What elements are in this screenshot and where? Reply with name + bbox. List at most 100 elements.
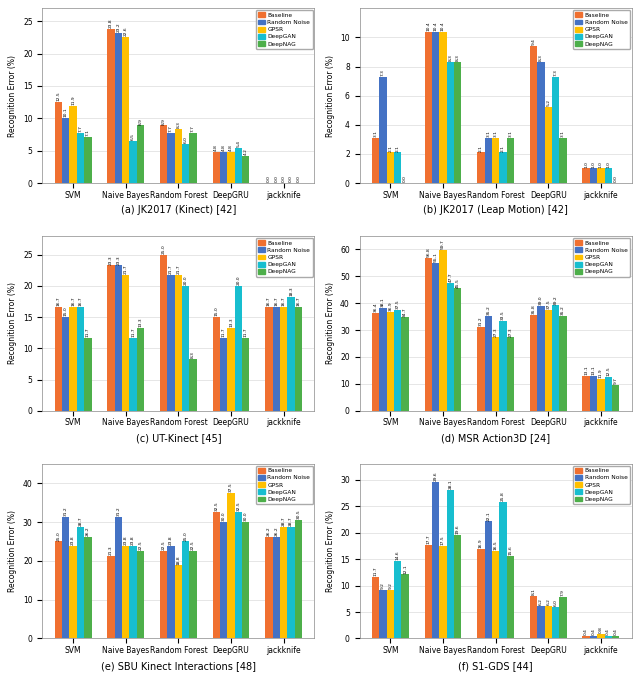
Text: 3.1: 3.1 (508, 130, 513, 137)
Text: 30.0: 30.0 (221, 511, 226, 521)
Bar (380, 590, 387, 638)
Text: 28.7: 28.7 (79, 517, 83, 526)
Bar (84, 537, 92, 638)
Bar (537, 606, 545, 638)
Bar (280, 527, 287, 638)
Text: 23.8: 23.8 (109, 18, 113, 28)
Bar (189, 551, 197, 638)
Text: 10.4: 10.4 (434, 21, 438, 31)
Bar (122, 37, 129, 183)
Text: 9.7: 9.7 (614, 377, 618, 384)
Bar (227, 493, 235, 638)
Y-axis label: Recognition Error (%): Recognition Error (%) (8, 55, 17, 136)
Bar (122, 546, 129, 638)
Bar (499, 502, 507, 638)
Bar (372, 138, 380, 183)
Text: 8.3: 8.3 (449, 54, 452, 61)
Text: 47.7: 47.7 (449, 272, 452, 282)
Bar (70, 306, 77, 411)
Bar (492, 337, 499, 411)
Text: 8.3: 8.3 (456, 54, 460, 61)
Text: 59.7: 59.7 (441, 240, 445, 249)
Bar (394, 561, 401, 638)
Text: 0.4: 0.4 (591, 629, 595, 636)
Bar (552, 607, 559, 638)
Text: 15.0: 15.0 (214, 306, 218, 316)
Bar (454, 62, 461, 183)
Text: 10.1: 10.1 (64, 107, 68, 117)
Bar (380, 308, 387, 411)
Bar (605, 168, 612, 183)
Text: 37.5: 37.5 (229, 482, 233, 492)
Bar (212, 512, 220, 638)
Bar (447, 282, 454, 411)
Bar (265, 306, 273, 411)
X-axis label: (e) SBU Kinect Interactions [48]: (e) SBU Kinect Interactions [48] (101, 661, 256, 671)
Bar (265, 537, 273, 638)
Bar (507, 556, 514, 638)
Text: 9.2: 9.2 (388, 582, 392, 589)
Text: 16.7: 16.7 (267, 296, 271, 306)
Text: 27.3: 27.3 (508, 327, 513, 337)
Bar (605, 377, 612, 411)
Text: 20.0: 20.0 (236, 276, 241, 285)
Text: 28.7: 28.7 (289, 517, 293, 526)
Text: 0.8: 0.8 (599, 627, 603, 634)
Text: 32.5: 32.5 (236, 502, 241, 511)
Bar (242, 156, 250, 183)
Y-axis label: Recognition Error (%): Recognition Error (%) (326, 55, 335, 136)
Text: 22.1: 22.1 (486, 511, 490, 521)
Bar (432, 482, 439, 638)
Bar (129, 141, 137, 183)
Text: 31.2: 31.2 (479, 316, 483, 326)
Bar (597, 168, 605, 183)
Text: 0.4: 0.4 (584, 629, 588, 636)
Bar (235, 286, 242, 411)
Text: 22.5: 22.5 (191, 540, 195, 550)
Text: 7.7: 7.7 (169, 126, 173, 132)
Text: 12.5: 12.5 (56, 92, 60, 101)
Bar (115, 517, 122, 638)
Bar (537, 306, 545, 411)
Text: 27.3: 27.3 (493, 327, 498, 337)
Text: 6.0: 6.0 (554, 599, 557, 606)
Text: 16.7: 16.7 (71, 296, 75, 306)
Text: 13.3: 13.3 (138, 317, 143, 327)
Text: 21.7: 21.7 (177, 265, 180, 274)
Bar (108, 556, 115, 638)
Bar (530, 46, 537, 183)
Text: 7.3: 7.3 (554, 69, 557, 76)
Text: 18.8: 18.8 (177, 555, 180, 565)
Bar (387, 312, 394, 411)
Text: 0.0: 0.0 (282, 175, 285, 182)
Bar (424, 545, 432, 638)
Bar (294, 520, 302, 638)
Text: 30.0: 30.0 (244, 511, 248, 521)
Text: 37.5: 37.5 (547, 299, 550, 309)
Text: 29.6: 29.6 (434, 471, 438, 481)
Text: 22.6: 22.6 (124, 26, 128, 36)
Text: 36.9: 36.9 (388, 301, 392, 311)
Text: 22.5: 22.5 (138, 540, 143, 550)
Bar (477, 327, 484, 411)
Bar (424, 258, 432, 411)
Bar (447, 490, 454, 638)
Text: 2.1: 2.1 (396, 145, 400, 151)
Text: 2.1: 2.1 (388, 145, 392, 151)
Text: 7.1: 7.1 (86, 129, 90, 136)
Bar (167, 276, 175, 411)
Bar (220, 337, 227, 411)
Text: 18.3: 18.3 (289, 286, 293, 295)
Bar (212, 152, 220, 183)
Bar (77, 133, 84, 183)
Bar (530, 595, 537, 638)
Text: 15.6: 15.6 (508, 545, 513, 555)
Bar (115, 265, 122, 411)
Text: 11.7: 11.7 (244, 327, 248, 337)
Text: 37.5: 37.5 (396, 299, 400, 309)
Bar (70, 546, 77, 638)
Text: 2.1: 2.1 (501, 145, 505, 151)
Bar (242, 337, 250, 411)
Bar (372, 576, 380, 638)
Bar (537, 62, 545, 183)
